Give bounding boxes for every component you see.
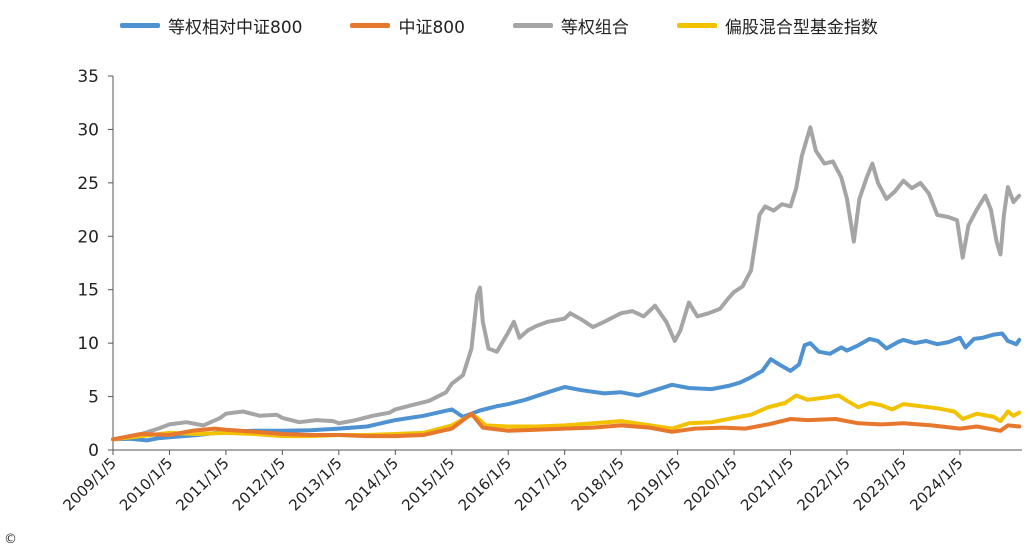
x-tick-label-2: 2011/1/5 bbox=[172, 454, 232, 514]
x-tick-label-11: 2020/1/5 bbox=[681, 454, 741, 514]
legend-swatch-fund-index bbox=[676, 22, 717, 28]
legend-label-fund-index: 偏股混合型基金指数 bbox=[724, 17, 878, 38]
legend-item-csi800: 中证800 bbox=[350, 13, 465, 38]
legend-label-csi800: 中证800 bbox=[398, 17, 465, 38]
x-tick-label-10: 2019/1/5 bbox=[624, 454, 684, 514]
x-tick-label-6: 2015/1/5 bbox=[398, 454, 458, 514]
legend-label-equal-weight: 等权组合 bbox=[560, 17, 629, 38]
x-tick-label-14: 2023/1/5 bbox=[850, 454, 910, 514]
y-tick-label-5: 5 bbox=[88, 388, 99, 408]
x-tick-label-12: 2021/1/5 bbox=[737, 454, 797, 514]
y-tick-label-30: 30 bbox=[77, 120, 99, 140]
y-tick-label-25: 25 bbox=[77, 174, 99, 194]
y-tick-label-35: 35 bbox=[77, 67, 99, 87]
x-tick-label-4: 2013/1/5 bbox=[285, 454, 345, 514]
x-tick-label-8: 2017/1/5 bbox=[511, 454, 571, 514]
copyright-mark: © bbox=[4, 532, 17, 547]
x-tick-label-7: 2016/1/5 bbox=[455, 454, 515, 514]
y-tick-label-20: 20 bbox=[77, 227, 99, 247]
y-tick-label-15: 15 bbox=[77, 281, 99, 301]
x-tick-label-15: 2024/1/5 bbox=[906, 454, 966, 514]
legend-item-relative: 等权相对中证800 bbox=[120, 13, 302, 38]
legend-item-fund-index: 偏股混合型基金指数 bbox=[676, 13, 878, 38]
legend-swatch-relative bbox=[120, 22, 160, 28]
legend-item-equal-weight: 等权组合 bbox=[512, 13, 629, 38]
y-tick-label-0: 0 bbox=[88, 441, 99, 461]
legend-label-relative: 等权相对中证800 bbox=[168, 17, 303, 38]
y-tick-label-10: 10 bbox=[77, 334, 99, 354]
chart-legend: 等权相对中证800 中证800 等权组合 偏股混合型基金指数 bbox=[120, 12, 878, 38]
x-tick-label-0: 2009/1/5 bbox=[59, 454, 119, 514]
x-tick-label-1: 2010/1/5 bbox=[116, 454, 176, 514]
x-tick-label-9: 2018/1/5 bbox=[568, 454, 628, 514]
legend-swatch-csi800 bbox=[350, 22, 391, 28]
x-tick-label-5: 2014/1/5 bbox=[342, 454, 402, 514]
series-line-1 bbox=[111, 331, 1022, 443]
series-line-3 bbox=[111, 411, 1022, 442]
x-tick-label-13: 2022/1/5 bbox=[793, 454, 853, 514]
legend-swatch-equal-weight bbox=[512, 22, 553, 28]
x-tick-label-3: 2012/1/5 bbox=[229, 454, 289, 514]
series-line-0 bbox=[111, 125, 1022, 442]
